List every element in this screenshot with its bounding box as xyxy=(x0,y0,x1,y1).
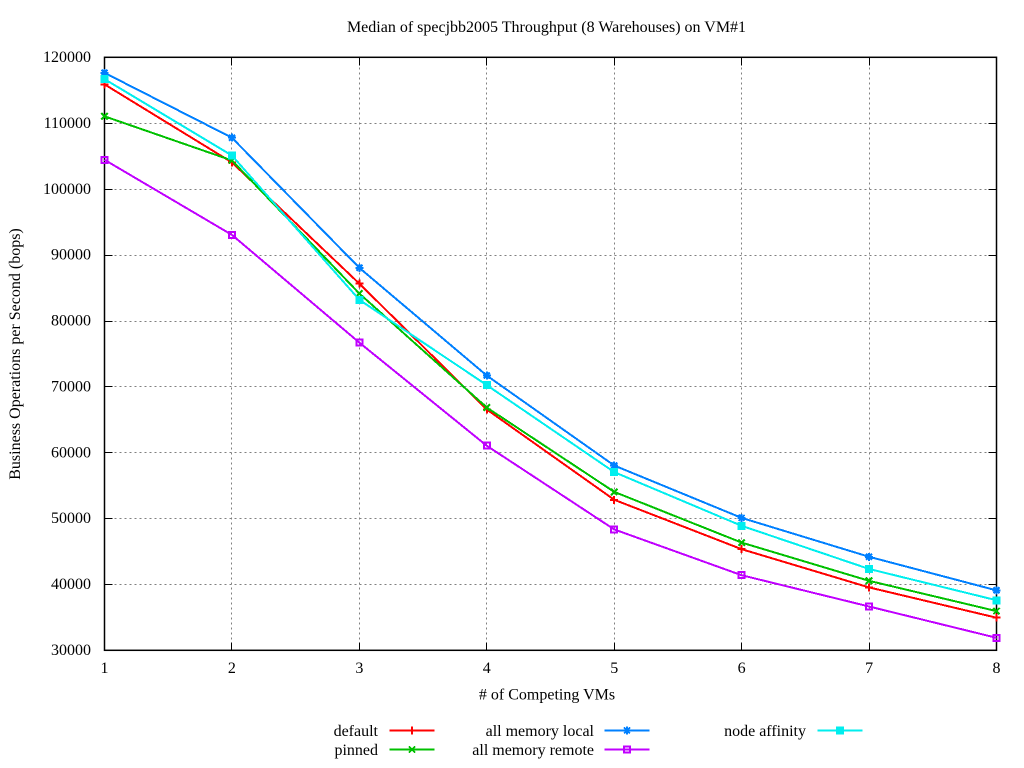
svg-text:1: 1 xyxy=(101,660,109,677)
svg-text:all memory remote: all memory remote xyxy=(472,742,594,759)
svg-text:30000: 30000 xyxy=(51,642,91,659)
svg-text:7: 7 xyxy=(865,660,873,677)
svg-text:6: 6 xyxy=(738,660,746,677)
svg-text:Business Operations per Second: Business Operations per Second (bops) xyxy=(7,228,24,480)
svg-text:50000: 50000 xyxy=(51,510,91,527)
svg-text:120000: 120000 xyxy=(43,49,91,66)
svg-text:110000: 110000 xyxy=(44,115,91,132)
svg-text:2: 2 xyxy=(228,660,236,677)
svg-text:5: 5 xyxy=(610,660,618,677)
svg-text:Median of specjbb2005 Throughp: Median of specjbb2005 Throughput (8 Ware… xyxy=(347,19,746,36)
svg-text:90000: 90000 xyxy=(51,247,91,264)
svg-text:node affinity: node affinity xyxy=(724,723,806,740)
svg-text:40000: 40000 xyxy=(51,576,91,593)
svg-text:pinned: pinned xyxy=(334,742,378,759)
svg-text:# of Competing VMs: # of Competing VMs xyxy=(479,687,615,704)
svg-text:70000: 70000 xyxy=(51,378,91,395)
svg-text:8: 8 xyxy=(993,660,1001,677)
svg-text:4: 4 xyxy=(483,660,491,677)
svg-text:100000: 100000 xyxy=(43,181,91,198)
svg-text:all memory local: all memory local xyxy=(486,723,595,740)
svg-text:60000: 60000 xyxy=(51,444,91,461)
svg-text:3: 3 xyxy=(355,660,363,677)
svg-text:default: default xyxy=(334,723,379,740)
svg-text:80000: 80000 xyxy=(51,313,91,330)
